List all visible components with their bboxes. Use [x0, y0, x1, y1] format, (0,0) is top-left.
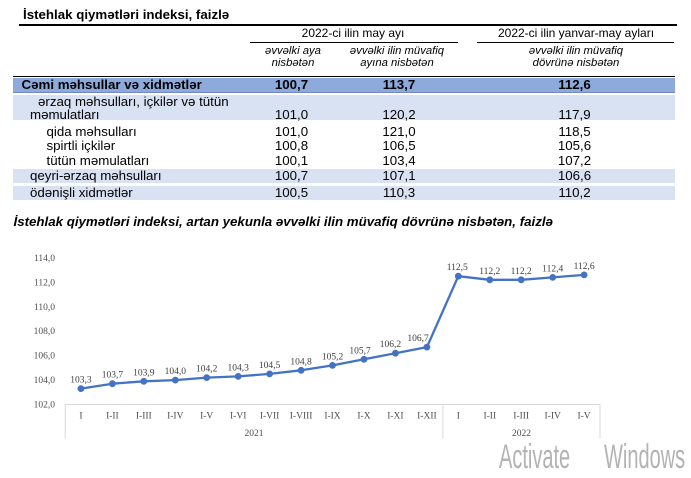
svg-text:I-III: I-III: [136, 411, 152, 421]
svg-text:I-IV: I-IV: [545, 411, 561, 421]
svg-text:I-IX: I-IX: [324, 411, 340, 421]
svg-text:104,3: 104,3: [228, 363, 250, 373]
svg-text:112,2: 112,2: [511, 267, 532, 277]
svg-text:105,7: 105,7: [349, 346, 371, 356]
svg-text:I-II: I-II: [106, 411, 119, 421]
svg-text:2021: 2021: [245, 429, 264, 439]
svg-text:I-V: I-V: [200, 411, 213, 421]
svg-text:103,3: 103,3: [70, 376, 92, 386]
svg-text:I-VI: I-VI: [230, 411, 246, 421]
svg-text:112,4: 112,4: [542, 264, 563, 274]
svg-text:I-III: I-III: [513, 411, 529, 421]
svg-text:112,5: 112,5: [447, 263, 468, 273]
svg-text:106,0: 106,0: [34, 352, 56, 362]
svg-text:104,5: 104,5: [259, 361, 281, 371]
svg-text:108,0: 108,0: [34, 327, 56, 337]
svg-text:112,0: 112,0: [34, 278, 55, 288]
svg-text:105,2: 105,2: [322, 352, 344, 362]
svg-text:114,0: 114,0: [34, 254, 55, 264]
svg-text:112,6: 112,6: [574, 262, 595, 272]
svg-text:103,7: 103,7: [102, 371, 124, 381]
svg-text:I-X: I-X: [357, 411, 370, 421]
svg-text:I: I: [457, 411, 460, 421]
svg-text:104,0: 104,0: [34, 376, 56, 386]
svg-text:I-II: I-II: [483, 411, 496, 421]
svg-text:104,8: 104,8: [290, 357, 312, 367]
svg-text:102,0: 102,0: [34, 401, 56, 411]
svg-text:2022: 2022: [512, 429, 531, 439]
svg-text:I-IV: I-IV: [167, 411, 183, 421]
svg-text:103,9: 103,9: [133, 368, 155, 378]
svg-text:106,2: 106,2: [380, 340, 402, 350]
svg-text:I-XII: I-XII: [417, 411, 437, 421]
svg-text:104,2: 104,2: [196, 365, 218, 375]
svg-text:I-V: I-V: [577, 411, 590, 421]
svg-text:I-XI: I-XI: [387, 411, 403, 421]
svg-text:I-VIII: I-VIII: [290, 411, 313, 421]
svg-text:I-VII: I-VII: [260, 411, 280, 421]
svg-text:110,0: 110,0: [34, 303, 55, 313]
svg-text:I: I: [79, 411, 82, 421]
svg-text:112,2: 112,2: [479, 267, 500, 277]
svg-text:104,0: 104,0: [165, 367, 187, 377]
svg-text:106,7: 106,7: [407, 334, 429, 344]
